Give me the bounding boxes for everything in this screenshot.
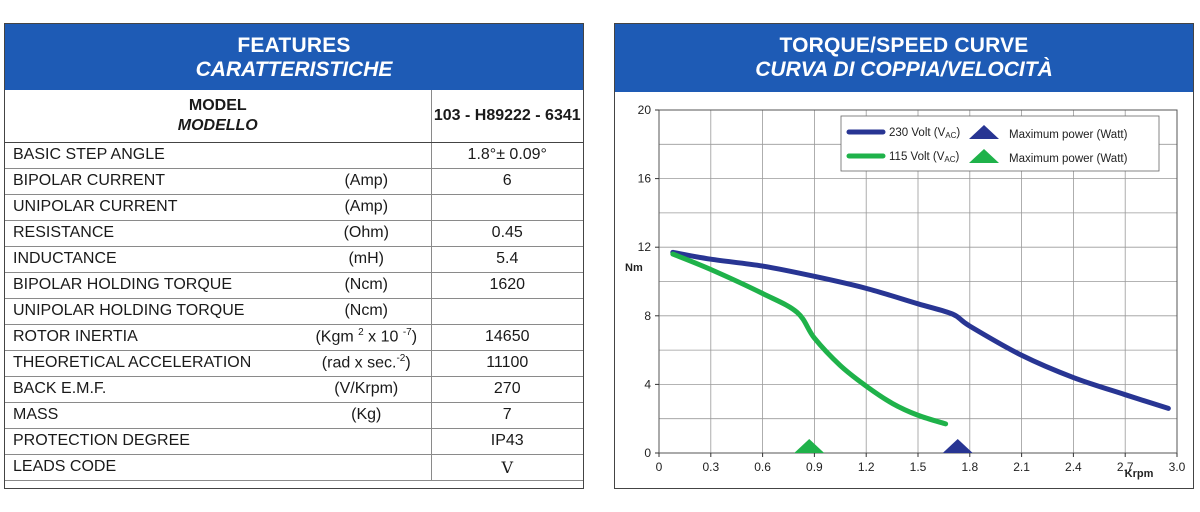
x-tick-label: 0.6	[754, 460, 771, 474]
curve-subtitle: CURVA DI COPPIA/VELOCITÀ	[755, 58, 1053, 81]
table-row: BIPOLAR HOLDING TORQUE (Ncm) 1620	[5, 272, 583, 299]
feature-value: 6	[430, 168, 583, 195]
features-subtitle: CARATTERISTICHE	[195, 58, 393, 81]
x-tick-label: 1.2	[858, 460, 875, 474]
feature-unit	[302, 454, 431, 481]
legend-marker-115v	[969, 149, 999, 163]
y-tick-label: 4	[644, 377, 651, 391]
feature-unit: (Kg)	[302, 402, 431, 429]
feature-unit	[302, 428, 431, 455]
x-tick-label: 1.8	[961, 460, 978, 474]
feature-value: 11100	[430, 350, 583, 377]
max-power-marker-230v	[942, 439, 973, 453]
x-tick-label: 1.5	[910, 460, 927, 474]
feature-label: BIPOLAR HOLDING TORQUE	[5, 272, 302, 299]
x-tick-label: 0.9	[806, 460, 823, 474]
feature-label: INDUCTANCE	[5, 246, 302, 273]
feature-value: IP43	[430, 428, 583, 455]
legend-max-power-label: Maximum power (Watt)	[1009, 129, 1128, 141]
feature-label: BACK E.M.F.	[5, 376, 302, 403]
x-tick-label: 2.7	[1117, 460, 1134, 474]
feature-value: V	[430, 454, 583, 481]
feature-label: THEORETICAL ACCELERATION	[5, 350, 302, 377]
features-header: FEATURES CARATTERISTICHE	[5, 24, 583, 90]
legend-box	[840, 115, 1160, 172]
torque-chart-svg: 0 4 8 12 16 20 0 0.3 0.6 0.9 1.2 1.5 1.8 2.1 2.4 2.7 3.0…	[625, 103, 1186, 480]
legend-marker-230v	[969, 125, 999, 139]
feature-value: 7	[430, 402, 583, 429]
legend-max-power-label: Maximum power (Watt)	[1009, 153, 1128, 165]
x-tick-label: 2.4	[1065, 460, 1082, 474]
x-tick-label: 0.3	[702, 460, 719, 474]
feature-value: 1.8°± 0.09°	[430, 142, 583, 169]
feature-label: BASIC STEP ANGLE	[5, 142, 302, 169]
model-label-it: MODELLO	[177, 116, 258, 134]
table-row: PROTECTION DEGREE IP43	[5, 428, 583, 455]
y-tick-label: 12	[638, 240, 652, 254]
feature-unit: (Amp)	[302, 194, 431, 221]
feature-label: LEADS CODE	[5, 454, 302, 481]
feature-label: RESISTANCE	[5, 220, 302, 247]
feature-value: 1620	[430, 272, 583, 299]
table-row: UNIPOLAR HOLDING TORQUE (Ncm)	[5, 298, 583, 325]
feature-value: 0.45	[430, 220, 583, 247]
feature-unit: (Amp)	[302, 168, 431, 195]
model-label-en: MODEL	[188, 96, 247, 114]
max-power-marker-115v	[794, 439, 825, 453]
curve-title: TORQUE/SPEED CURVE	[779, 34, 1029, 57]
table-row: RESISTANCE (Ohm) 0.45	[5, 220, 583, 247]
curve-panel: TORQUE/SPEED CURVE CURVA DI COPPIA/VELOC…	[614, 23, 1194, 489]
table-row: MASS (Kg) 7	[5, 402, 583, 429]
series-line-230v	[670, 249, 1171, 411]
y-tick-label: 0	[644, 446, 651, 460]
feature-label: UNIPOLAR HOLDING TORQUE	[5, 298, 302, 325]
y-tick-label: 16	[638, 172, 652, 186]
feature-value: 14650	[430, 324, 583, 351]
series-line-115v	[670, 251, 949, 427]
table-row: BACK E.M.F. (V/Krpm) 270	[5, 376, 583, 403]
feature-unit: (Kgm 2 x 10 -7)	[302, 324, 431, 351]
feature-label: ROTOR INERTIA	[5, 324, 302, 351]
feature-unit: (Ncm)	[302, 272, 431, 299]
y-axis-label: Nm	[625, 262, 643, 274]
feature-unit: (V/Krpm)	[302, 376, 431, 403]
feature-label: UNIPOLAR CURRENT	[5, 194, 302, 221]
feature-label: BIPOLAR CURRENT	[5, 168, 302, 195]
feature-value: 5.4	[430, 246, 583, 273]
feature-value: 270	[430, 376, 583, 403]
x-tick-label: 2.1	[1013, 460, 1030, 474]
table-row: UNIPOLAR CURRENT (Amp)	[5, 194, 583, 221]
y-tick-label: 20	[638, 103, 652, 117]
x-axis-label: Krpm	[1125, 468, 1154, 480]
features-table: MODEL MODELLO 103 - H89222 - 6341 BASIC …	[5, 90, 583, 481]
table-row: BIPOLAR CURRENT (Amp) 6	[5, 168, 583, 195]
feature-label: PROTECTION DEGREE	[5, 428, 302, 455]
curve-header: TORQUE/SPEED CURVE CURVA DI COPPIA/VELOC…	[615, 24, 1193, 92]
feature-unit	[302, 142, 431, 169]
table-row: BASIC STEP ANGLE 1.8°± 0.09°	[5, 142, 583, 169]
feature-value	[430, 298, 583, 325]
model-label: MODEL MODELLO	[5, 90, 431, 143]
feature-unit: (mH)	[302, 246, 431, 273]
model-value: 103 - H89222 - 6341	[430, 90, 583, 143]
x-tick-label: 3.0	[1169, 460, 1186, 474]
legend-label-230v: 230 Volt (VAC)	[889, 127, 960, 140]
torque-chart: 0 4 8 12 16 20 0 0.3 0.6 0.9 1.2 1.5 1.8 2.1 2.4 2.7 3.0…	[615, 92, 1193, 488]
y-tick-label: 8	[644, 309, 651, 323]
feature-label: MASS	[5, 402, 302, 429]
x-tick-label: 0	[656, 460, 663, 474]
features-panel: FEATURES CARATTERISTICHE MODEL MODELLO 1…	[4, 23, 584, 489]
table-row: INDUCTANCE (mH) 5.4	[5, 246, 583, 273]
table-row: THEORETICAL ACCELERATION (rad x sec.-2) 11…	[5, 350, 583, 377]
feature-unit: (Ncm)	[302, 298, 431, 325]
table-row: ROTOR INERTIA (Kgm 2 x 10 -7) 14650	[5, 324, 583, 351]
table-row: LEADS CODE V	[5, 454, 583, 481]
feature-unit: (rad x sec.-2)	[302, 350, 431, 377]
model-row: MODEL MODELLO 103 - H89222 - 6341	[5, 90, 583, 143]
feature-unit: (Ohm)	[302, 220, 431, 247]
feature-value	[430, 194, 583, 221]
features-title: FEATURES	[237, 34, 351, 57]
legend-label-115v: 115 Volt (VAC)	[889, 151, 960, 164]
